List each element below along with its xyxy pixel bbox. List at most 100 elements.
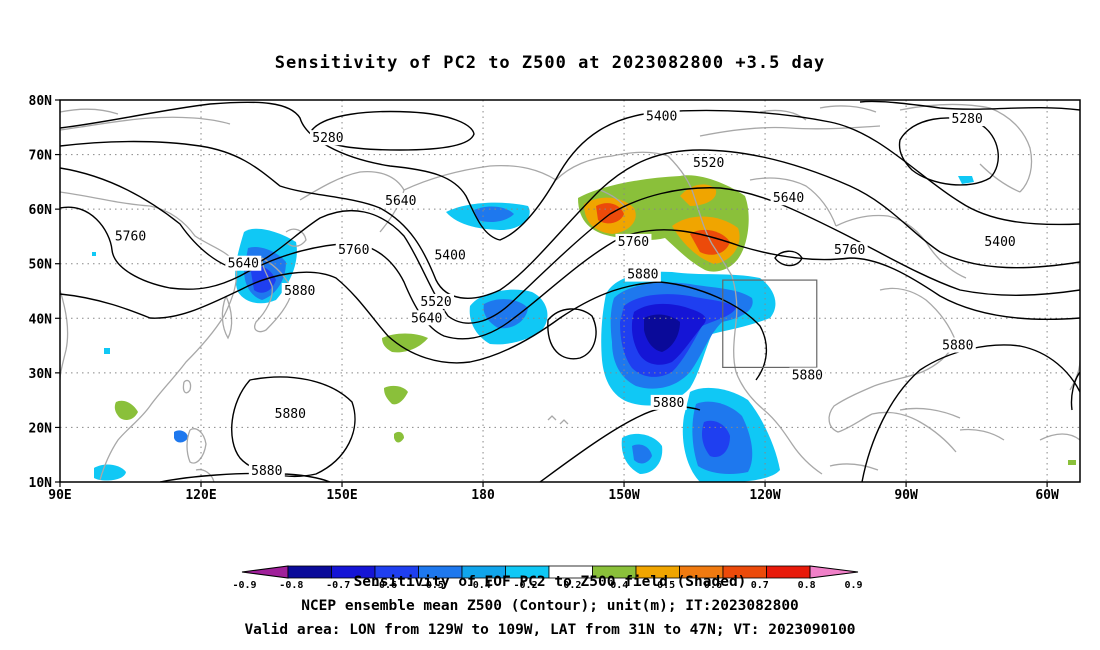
contour-5880 — [159, 472, 331, 482]
contour-label: 5760 — [115, 229, 146, 244]
colorbar-label: -0.7 — [326, 580, 350, 591]
lon-tick-label: 90E — [48, 488, 71, 503]
contour-5280 — [859, 100, 1080, 111]
colorbar-label: 0.9 — [844, 580, 862, 591]
contour-label-bg — [615, 233, 652, 249]
contour-label-bg — [382, 192, 419, 208]
contour-label-bg — [432, 247, 469, 263]
contour-5880 — [231, 376, 356, 477]
negative-sensitivity-region — [174, 430, 188, 443]
contour-label-bg — [643, 108, 680, 124]
lat-tick-label: 30N — [29, 367, 53, 382]
contour-label: 5880 — [275, 407, 306, 422]
negative-sensitivity-region — [94, 464, 126, 481]
contour-5280 — [898, 117, 999, 186]
contour-label-bg — [789, 367, 826, 383]
contour-label: 5640 — [773, 191, 804, 206]
contour-label: 5880 — [284, 284, 315, 299]
colorbar-label: 0.5 — [657, 580, 675, 591]
lon-tick-label: 180 — [471, 488, 495, 503]
colorbar-label: -0.2 — [514, 580, 538, 591]
colorbar-label: -0.5 — [420, 580, 444, 591]
contour-label: 5640 — [411, 311, 442, 326]
colorbar-label: 0.6 — [704, 580, 722, 591]
contour-label: 5400 — [434, 249, 465, 264]
colorbar-label: -0.8 — [279, 580, 303, 591]
caption-shading: Sensitivity of EOF PC2 to Z500 field (Sh… — [353, 574, 747, 590]
contour-label-bg — [831, 242, 868, 258]
negative-sensitivity-region — [632, 444, 652, 464]
valid-area-box — [722, 279, 818, 369]
map-title: Sensitivity of PC2 to Z500 at 2023082800… — [275, 53, 826, 73]
map-axes: 90E 120E 150E 180 150W 120W 90W 60W 80N 70N 60N 50N… — [29, 94, 1059, 503]
lon-tick-label: 90W — [894, 488, 918, 503]
contour-label-bg — [982, 233, 1019, 249]
contour-label: 5880 — [627, 268, 658, 283]
colorbar-label: -0.4 — [467, 580, 491, 591]
contour-label: 5400 — [646, 109, 677, 124]
colorbar-label: -0.9 — [232, 580, 256, 591]
negative-sensitivity-region — [92, 252, 96, 256]
contour-label: 5760 — [338, 243, 369, 258]
contour-label-bg — [418, 293, 455, 309]
contour-label: 5760 — [834, 243, 865, 258]
lon-tick-label: 150E — [326, 488, 357, 503]
lat-tick-label: 70N — [29, 149, 53, 164]
sensitivity-shading — [92, 175, 1076, 482]
colorbar-high-triangle — [809, 565, 859, 579]
lat-tick-label: 80N — [29, 94, 53, 109]
contour-label: 5880 — [942, 339, 973, 354]
contour-label: 5640 — [385, 194, 416, 209]
lat-tick-label: 40N — [29, 312, 53, 327]
contour-label: 5400 — [984, 235, 1015, 250]
contour-5760 — [60, 206, 1080, 340]
lat-tick-label: 20N — [29, 421, 53, 436]
colorbar: -0.9 -0.8 -0.7 -0.6 -0.5 -0.4 -0.2 0.2 0.4 0.5 0.6… — [232, 565, 863, 591]
negative-sensitivity-region — [958, 176, 974, 184]
lat-tick-label: 50N — [29, 258, 53, 273]
lon-tick-label: 150W — [608, 488, 639, 503]
negative-sensitivity-region — [474, 206, 514, 222]
contour-label-bg — [939, 337, 976, 353]
contour-label: 5880 — [792, 369, 823, 384]
contour-label: 5520 — [420, 295, 451, 310]
contour-label-bg — [624, 266, 661, 282]
lon-tick-label: 60W — [1035, 488, 1059, 503]
caption-valid-area: Valid area: LON from 129W to 109W, LAT f… — [244, 622, 856, 638]
contour-label-bg — [335, 242, 372, 258]
negative-sensitivity-region — [644, 314, 680, 352]
map-frame — [59, 99, 1081, 483]
contour-label-bg — [248, 463, 285, 479]
plot-area: 5280528054005400540055205520564056405640… — [60, 100, 1080, 482]
coastlines — [60, 103, 1080, 482]
colorbar-label: 0.2 — [563, 580, 581, 591]
contour-label: 5520 — [693, 156, 724, 171]
negative-sensitivity-region — [702, 420, 730, 458]
contour-label: 5880 — [653, 396, 684, 411]
colorbar-label: 0.8 — [798, 580, 816, 591]
contour-label-bg — [690, 154, 727, 170]
contour-label: 5280 — [952, 112, 983, 127]
contour-label-bg — [281, 283, 318, 298]
contour-label: 5760 — [618, 235, 649, 250]
contour-label-bg — [112, 228, 149, 244]
contour-5520 — [60, 140, 1080, 299]
contour-label-bg — [949, 111, 986, 127]
negative-sensitivity-region — [483, 299, 528, 329]
contour-label-bg — [770, 190, 807, 206]
lat-tick-label: 10N — [29, 476, 53, 491]
positive-sensitivity-region — [1068, 460, 1076, 465]
lat-tick-label: 60N — [29, 203, 53, 218]
contour-labels: 5280528054005400540055205520564056405640… — [112, 108, 1019, 479]
contour-5880 — [1070, 371, 1080, 411]
colorbar-label: 0.7 — [751, 580, 769, 591]
colorbar-label: 0.4 — [610, 580, 628, 591]
caption-contour: NCEP ensemble mean Z500 (Contour); unit(… — [301, 598, 799, 614]
positive-sensitivity-region — [394, 431, 404, 443]
contour-5880 — [547, 308, 597, 360]
contour-label-bg — [225, 255, 262, 271]
contour-5280 — [311, 110, 475, 151]
contour-label-bg — [408, 310, 445, 326]
contour-5760 — [774, 250, 803, 267]
